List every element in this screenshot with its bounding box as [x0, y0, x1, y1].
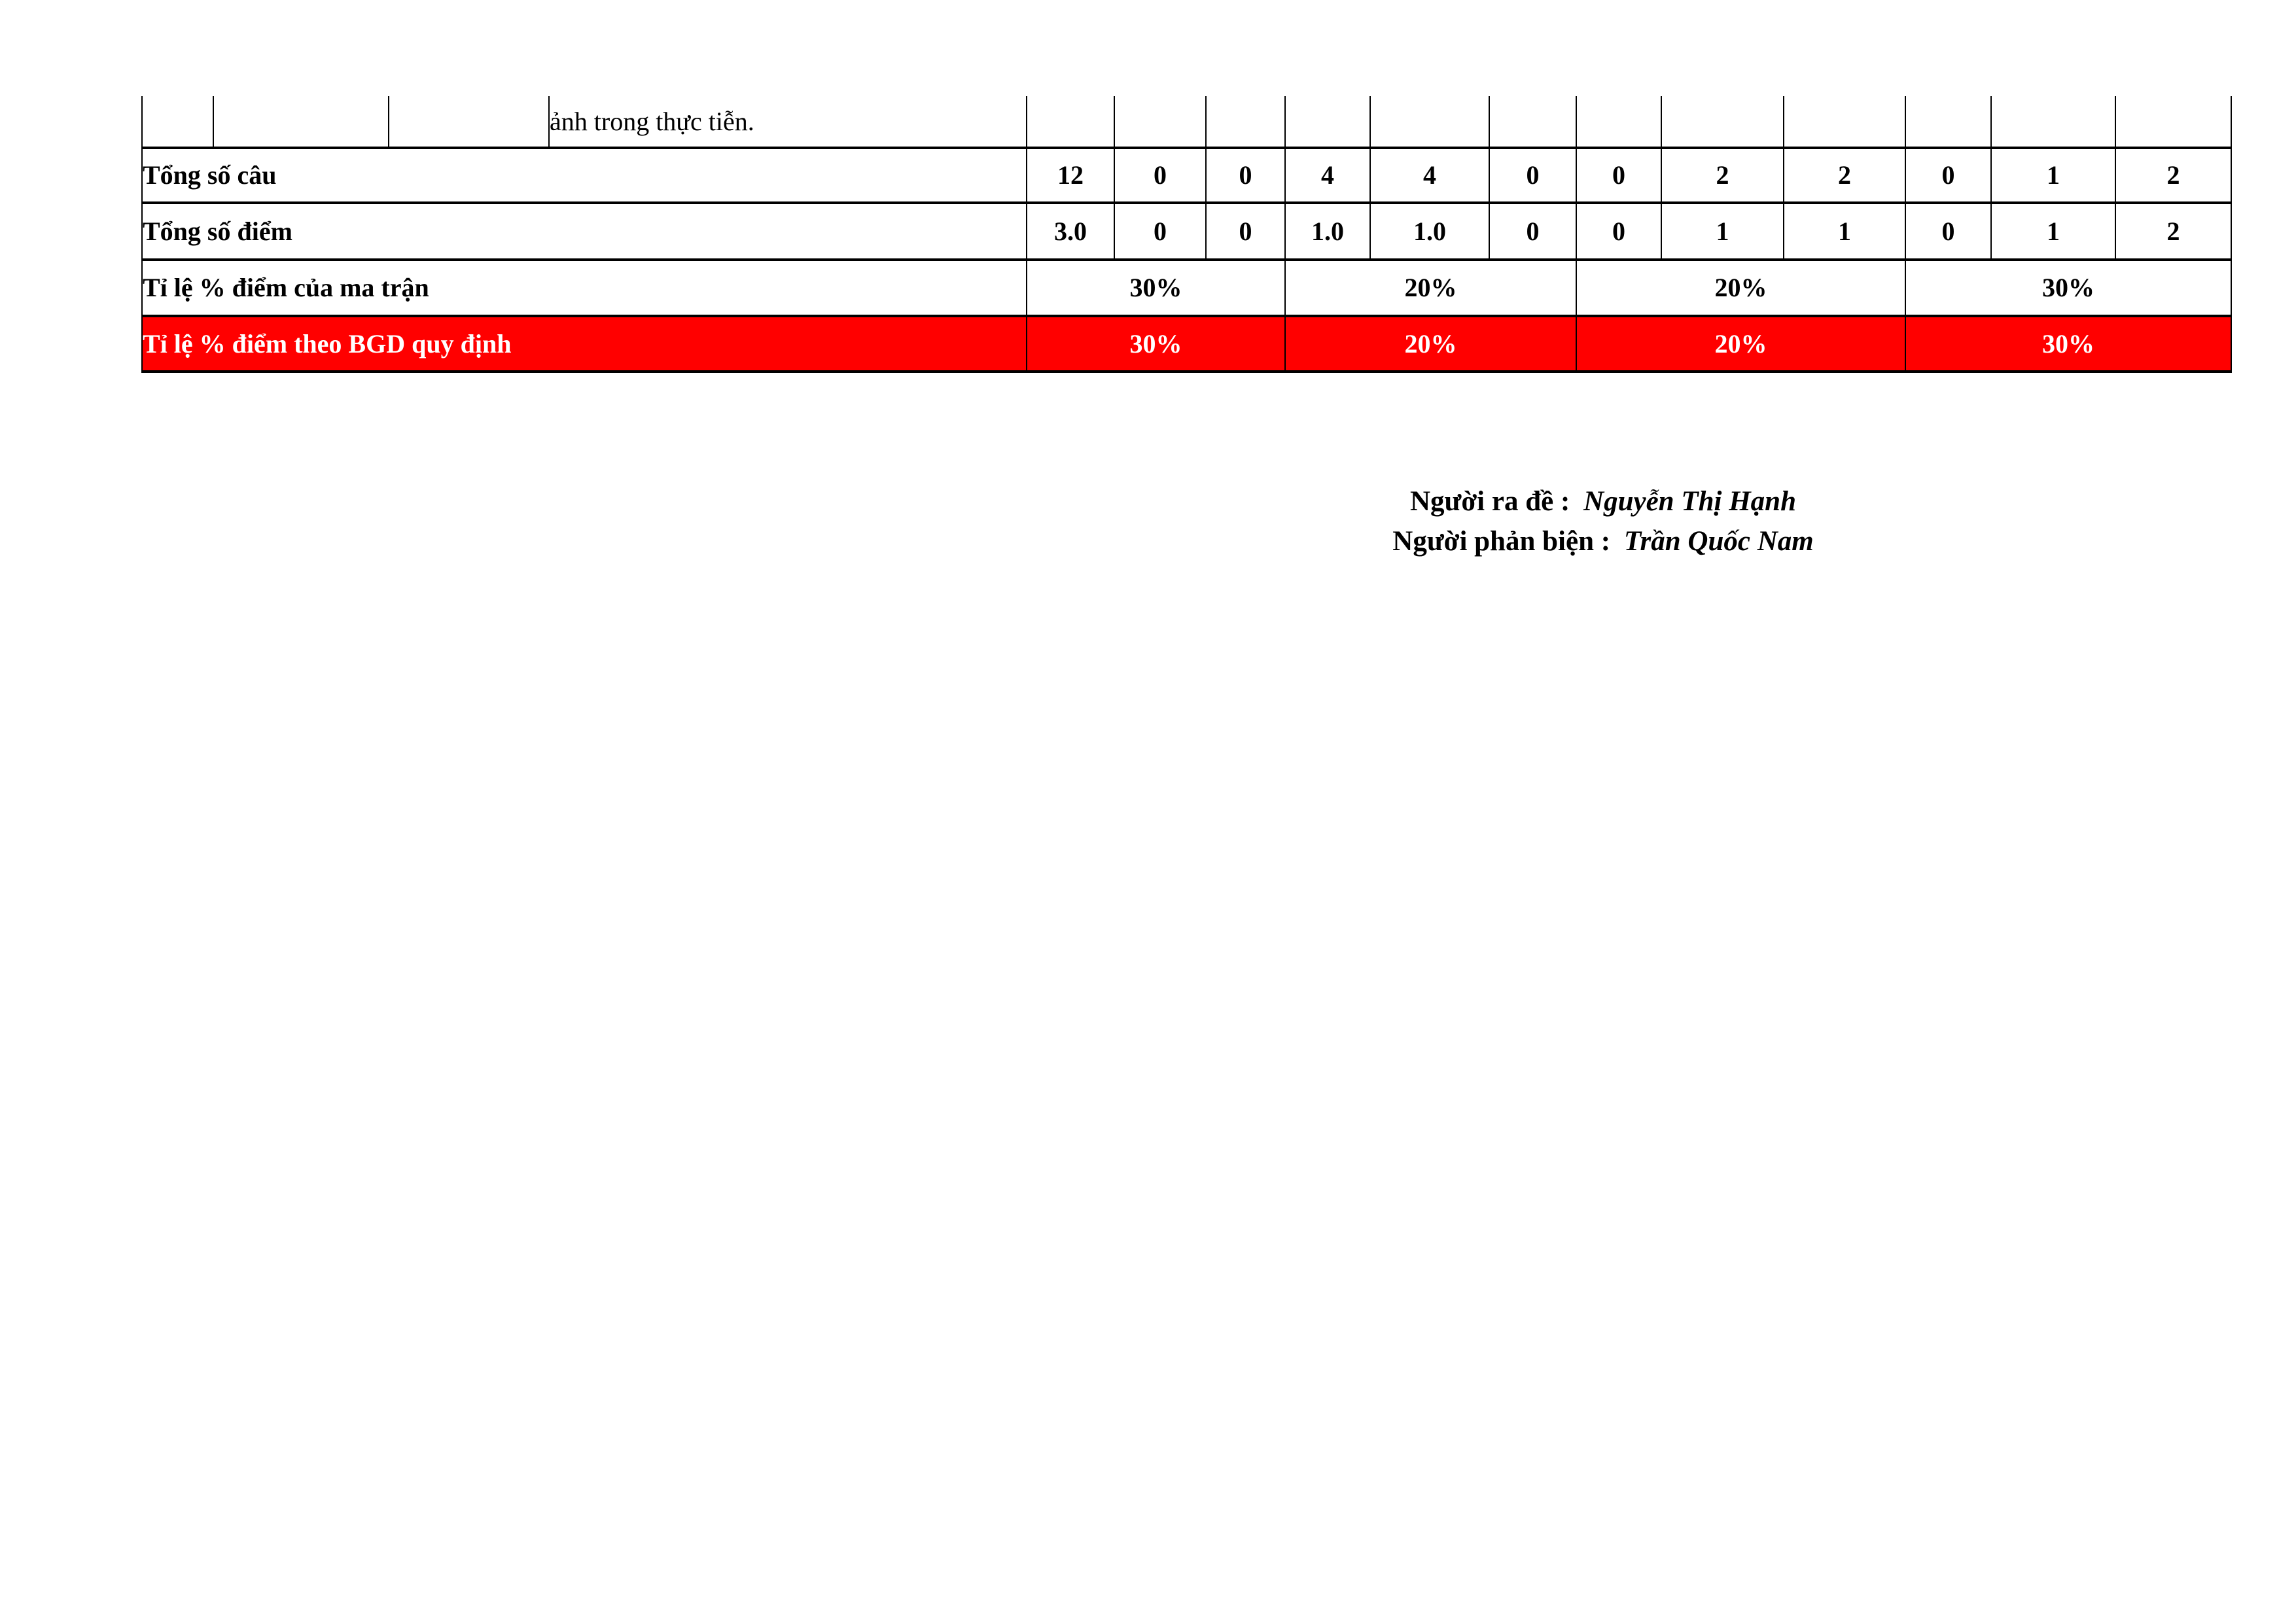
cell-total-questions-label: Tổng số câu	[141, 147, 1027, 204]
author-label: Người ra đề :	[1410, 486, 1570, 517]
empty-cell	[1783, 96, 1906, 149]
empty-cell	[388, 96, 550, 149]
cell-percent: 20%	[1284, 258, 1577, 317]
empty-cell	[1284, 96, 1371, 149]
empty-cell	[1205, 96, 1286, 149]
cell-percent-matrix-label: Tỉ lệ % điểm của ma trận	[141, 258, 1027, 317]
cell-value: 4	[1284, 147, 1371, 204]
cell-value: 0	[1576, 147, 1662, 204]
cell-value: 1.0	[1284, 201, 1371, 261]
empty-cell	[1576, 96, 1662, 149]
cell-percent-bgd-label: Tỉ lệ % điểm theo BGD quy định	[141, 315, 1027, 373]
cell-value: 12	[1026, 147, 1115, 204]
exam-matrix-table: ảnh trong thực tiễn. Tổng số câu 12 0 0 …	[141, 96, 2232, 373]
cell-value: 0	[1905, 147, 1992, 204]
cell-total-points-label: Tổng số điểm	[141, 201, 1027, 261]
table-row-continuation: ảnh trong thực tiễn.	[141, 96, 2232, 149]
cell-percent: 20%	[1576, 315, 1906, 373]
cell-value: 3.0	[1026, 201, 1115, 261]
cell-value: 1	[1990, 201, 2116, 261]
signature-line-author: Người ra đề : Nguyễn Thị Hạnh	[1266, 481, 1940, 521]
empty-cell	[213, 96, 389, 149]
cell-value: 0	[1489, 147, 1577, 204]
empty-cell	[1990, 96, 2116, 149]
cell-value: 2	[2115, 201, 2232, 261]
cell-percent: 30%	[1905, 315, 2232, 373]
reviewer-label: Người phản biện :	[1392, 526, 1611, 557]
cell-value: 2	[2115, 147, 2232, 204]
signature-block: Người ra đề : Nguyễn Thị Hạnh Người phản…	[1266, 481, 1940, 561]
empty-cell	[141, 96, 214, 149]
table-row-total-points: Tổng số điểm 3.0 0 0 1.0 1.0 0 0 1 1 0 1…	[141, 201, 2232, 261]
empty-cell	[1369, 96, 1490, 149]
signature-line-reviewer: Người phản biện : Trần Quốc Nam	[1266, 521, 1940, 561]
cell-value: 0	[1205, 201, 1286, 261]
cell-value: 0	[1205, 147, 1286, 204]
cell-value: 0	[1114, 147, 1207, 204]
cell-value: 0	[1489, 201, 1577, 261]
empty-cell	[1489, 96, 1577, 149]
cell-value: 4	[1369, 147, 1490, 204]
reviewer-name: Trần Quốc Nam	[1623, 526, 1814, 557]
cell-value: 2	[1661, 147, 1784, 204]
empty-cell	[2115, 96, 2232, 149]
cell-continuation-text: ảnh trong thực tiễn.	[548, 96, 1027, 149]
cell-value: 2	[1783, 147, 1906, 204]
empty-cell	[1905, 96, 1992, 149]
author-name: Nguyễn Thị Hạnh	[1583, 486, 1796, 517]
cell-percent: 20%	[1284, 315, 1577, 373]
cell-value: 1	[1990, 147, 2116, 204]
cell-value: 1	[1661, 201, 1784, 261]
cell-percent: 30%	[1026, 258, 1286, 317]
table-row-total-questions: Tổng số câu 12 0 0 4 4 0 0 2 2 0 1 2	[141, 147, 2232, 204]
empty-cell	[1114, 96, 1207, 149]
cell-value: 0	[1905, 201, 1992, 261]
table-row-percent-bgd: Tỉ lệ % điểm theo BGD quy định 30% 20% 2…	[141, 315, 2232, 373]
cell-percent: 30%	[1026, 315, 1286, 373]
cell-value: 1	[1783, 201, 1906, 261]
cell-value: 0	[1114, 201, 1207, 261]
cell-value: 1.0	[1369, 201, 1490, 261]
empty-cell	[1026, 96, 1115, 149]
cell-value: 0	[1576, 201, 1662, 261]
cell-percent: 30%	[1905, 258, 2232, 317]
empty-cell	[1661, 96, 1784, 149]
cell-percent: 20%	[1576, 258, 1906, 317]
table-row-percent-matrix: Tỉ lệ % điểm của ma trận 30% 20% 20% 30%	[141, 258, 2232, 317]
